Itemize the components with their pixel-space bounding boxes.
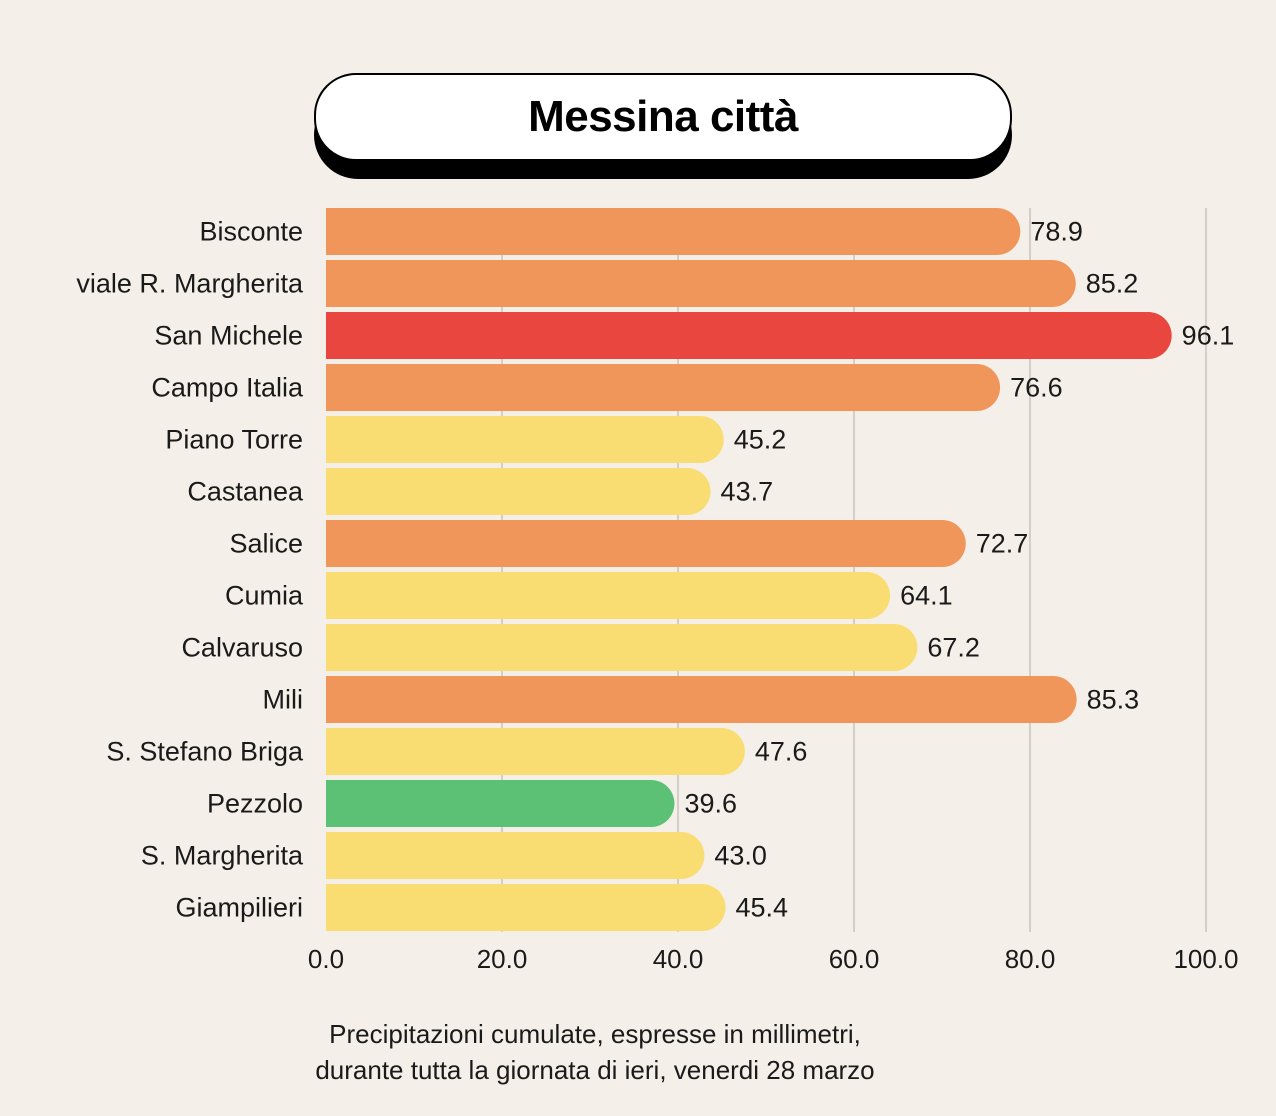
value-label: 39.6 xyxy=(684,789,737,819)
x-tick-label: 0.0 xyxy=(308,944,344,974)
category-label: Calvaruso xyxy=(181,633,303,663)
value-labels: 78.985.2 96.1 76.6 45.2 43.7 72.7 64.1 67.2 85.3… xyxy=(684,217,1234,923)
category-label: San Michele xyxy=(154,321,303,351)
bar-piano-torre xyxy=(326,416,724,463)
chart-title: Messina città xyxy=(528,92,798,141)
category-label: Campo Italia xyxy=(151,373,304,403)
chart-title-badge: Messina città xyxy=(314,73,1012,179)
value-label: 45.2 xyxy=(734,425,787,455)
bar-chart: Bisconte viale R. Margherita San Michele Ca… xyxy=(76,208,1239,974)
category-labels: Bisconte viale R. Margherita San Michele Ca… xyxy=(76,217,304,923)
bar-salice xyxy=(326,520,966,567)
value-label: 45.4 xyxy=(736,893,789,923)
bar-campo-italia xyxy=(326,364,1001,411)
x-tick-label: 100.0 xyxy=(1173,944,1238,974)
chart-title-pill: Messina città xyxy=(314,73,1012,161)
category-label: Bisconte xyxy=(199,217,303,247)
bars xyxy=(326,208,1172,931)
value-label: 67.2 xyxy=(927,633,980,663)
value-label: 47.6 xyxy=(755,737,808,767)
value-label: 72.7 xyxy=(976,529,1029,559)
chart-caption: Precipitazioni cumulate, espresse in mil… xyxy=(0,1016,1190,1088)
caption-line-1: Precipitazioni cumulate, espresse in mil… xyxy=(329,1019,861,1049)
x-tick-label: 80.0 xyxy=(1005,944,1056,974)
bar-castanea xyxy=(326,468,711,515)
category-label: Salice xyxy=(229,529,303,559)
bar-giampilieri xyxy=(326,884,726,931)
bar-cumia xyxy=(326,572,891,619)
value-label: 43.0 xyxy=(714,841,767,871)
category-label: Piano Torre xyxy=(165,425,303,455)
caption-line-2: durante tutta la giornata di ieri, vener… xyxy=(315,1055,875,1085)
category-label: S. Stefano Briga xyxy=(106,737,304,767)
category-label: Cumia xyxy=(225,581,304,611)
category-label: Giampilieri xyxy=(175,893,303,923)
value-label: 85.3 xyxy=(1087,685,1140,715)
category-label: viale R. Margherita xyxy=(76,269,304,299)
bar-san-michele xyxy=(326,312,1172,359)
value-label: 96.1 xyxy=(1182,321,1235,351)
x-axis-ticks: 0.0 20.0 40.0 60.0 80.0 100.0 xyxy=(308,944,1239,974)
value-label: 43.7 xyxy=(721,477,774,507)
bar-calvaruso xyxy=(326,624,918,671)
value-label: 85.2 xyxy=(1086,269,1139,299)
value-label: 76.6 xyxy=(1010,373,1063,403)
value-label: 78.9 xyxy=(1030,217,1083,247)
bar-bisconte xyxy=(326,208,1021,255)
category-label: Mili xyxy=(263,685,304,715)
x-tick-label: 20.0 xyxy=(477,944,528,974)
category-label: S. Margherita xyxy=(141,841,304,871)
bar-s-margherita xyxy=(326,832,705,879)
x-tick-label: 40.0 xyxy=(653,944,704,974)
bar-s-stefano-briga xyxy=(326,728,745,775)
x-tick-label: 60.0 xyxy=(829,944,880,974)
category-label: Pezzolo xyxy=(207,789,303,819)
bar-viale-r-margherita xyxy=(326,260,1076,307)
bar-pezzolo xyxy=(326,780,675,827)
value-label: 64.1 xyxy=(900,581,953,611)
category-label: Castanea xyxy=(187,477,304,507)
bar-mili xyxy=(326,676,1077,723)
